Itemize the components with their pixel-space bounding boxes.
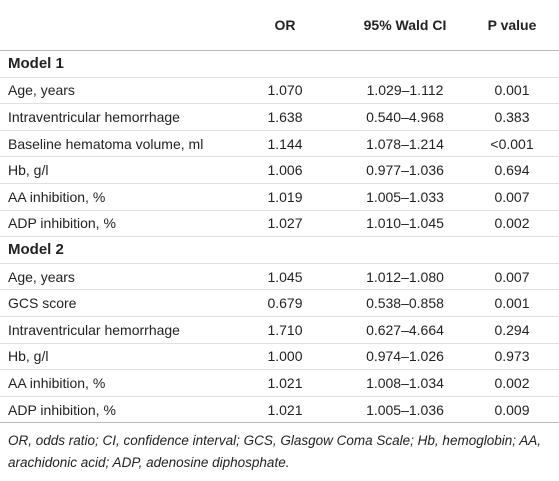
row-label: Age, years — [0, 263, 225, 291]
cell: 1.144 — [225, 130, 345, 158]
cell: 1.005–1.033 — [345, 183, 465, 211]
row-label: Age, years — [0, 77, 225, 105]
data-row: Age, years 1.070 1.029–1.112 0.001 — [0, 77, 559, 105]
cell: 0.009 — [465, 396, 559, 424]
cell: 1.078–1.214 — [345, 130, 465, 158]
cell: 0.294 — [465, 316, 559, 344]
cell: 1.000 — [225, 343, 345, 371]
data-row: Hb, g/l 1.006 0.977–1.036 0.694 — [0, 156, 559, 184]
results-table: OR 95% Wald CI P value Model 1 Age, years 1.… — [0, 0, 559, 424]
cell: 0.627–4.664 — [345, 316, 465, 344]
section-row: Model 1 — [0, 50, 559, 78]
cell: 1.070 — [225, 77, 345, 105]
cell: 1.021 — [225, 396, 345, 424]
data-row: ADP inhibition, % 1.021 1.005–1.036 0.009 — [0, 396, 559, 424]
section-row: Model 2 — [0, 236, 559, 264]
section-title: Model 1 — [0, 50, 559, 78]
header-cell — [0, 0, 225, 51]
cell: 0.007 — [465, 183, 559, 211]
data-row: GCS score 0.679 0.538–0.858 0.001 — [0, 289, 559, 317]
data-row: Intraventricular hemorrhage 1.638 0.540–4.… — [0, 103, 559, 131]
row-label: Baseline hematoma volume, ml — [0, 130, 225, 158]
row-label: AA inhibition, % — [0, 369, 225, 397]
row-label: Intraventricular hemorrhage — [0, 316, 225, 344]
cell: 1.027 — [225, 210, 345, 238]
cell: 1.710 — [225, 316, 345, 344]
row-label: ADP inhibition, % — [0, 396, 225, 424]
data-row: Age, years 1.045 1.012–1.080 0.007 — [0, 263, 559, 291]
data-row: AA inhibition, % 1.019 1.005–1.033 0.007 — [0, 183, 559, 211]
cell: 0.694 — [465, 156, 559, 184]
cell: 0.540–4.968 — [345, 103, 465, 131]
cell: 0.002 — [465, 369, 559, 397]
cell: 1.638 — [225, 103, 345, 131]
cell: 1.012–1.080 — [345, 263, 465, 291]
cell: 1.045 — [225, 263, 345, 291]
row-label: Hb, g/l — [0, 156, 225, 184]
cell: 0.538–0.858 — [345, 289, 465, 317]
cell: 0.974–1.026 — [345, 343, 465, 371]
cell: 1.010–1.045 — [345, 210, 465, 238]
cell: 0.977–1.036 — [345, 156, 465, 184]
cell: <0.001 — [465, 130, 559, 158]
cell: 1.021 — [225, 369, 345, 397]
data-row: ADP inhibition, % 1.027 1.010–1.045 0.002 — [0, 210, 559, 238]
section-title: Model 2 — [0, 236, 559, 264]
cell: 0.007 — [465, 263, 559, 291]
row-label: Intraventricular hemorrhage — [0, 103, 225, 131]
cell: 0.973 — [465, 343, 559, 371]
cell: 0.002 — [465, 210, 559, 238]
cell: 1.005–1.036 — [345, 396, 465, 424]
cell: 1.006 — [225, 156, 345, 184]
cell: 0.383 — [465, 103, 559, 131]
cell: 1.008–1.034 — [345, 369, 465, 397]
header-cell: P value — [465, 0, 559, 51]
header-cell: 95% Wald CI — [345, 0, 465, 51]
row-label: AA inhibition, % — [0, 183, 225, 211]
cell: 1.029–1.112 — [345, 77, 465, 105]
row-label: Hb, g/l — [0, 343, 225, 371]
data-row: Baseline hematoma volume, ml 1.144 1.078–1… — [0, 130, 559, 158]
data-row: Intraventricular hemorrhage 1.710 0.627–4.… — [0, 316, 559, 344]
cell: 0.679 — [225, 289, 345, 317]
row-label: GCS score — [0, 289, 225, 317]
row-label: ADP inhibition, % — [0, 210, 225, 238]
cell: 0.001 — [465, 289, 559, 317]
data-row: Hb, g/l 1.000 0.974–1.026 0.973 — [0, 343, 559, 371]
header-row: OR 95% Wald CI P value — [0, 0, 559, 51]
cell: 1.019 — [225, 183, 345, 211]
header-cell: OR — [225, 0, 345, 51]
table-body: Model 1 Age, years 1.070 1.029–1.112 0.001 In… — [0, 50, 559, 424]
data-row: AA inhibition, % 1.021 1.008–1.034 0.002 — [0, 369, 559, 397]
cell: 0.001 — [465, 77, 559, 105]
footnote: OR, odds ratio; CI, confidence interval;… — [8, 433, 541, 471]
